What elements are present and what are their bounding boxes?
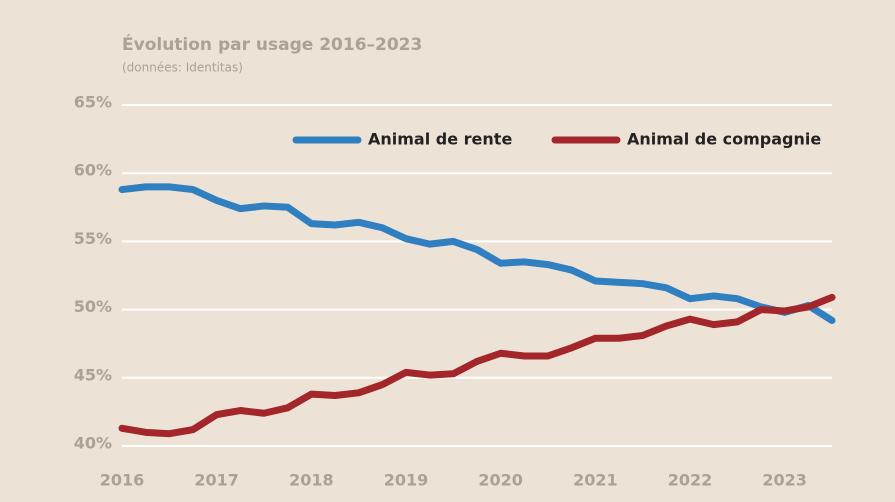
legend-label: Animal de compagnie xyxy=(627,130,821,149)
x-tick-label: 2020 xyxy=(478,471,523,490)
x-tick-label: 2018 xyxy=(289,471,334,490)
chart-title: Évolution par usage 2016–2023 xyxy=(122,33,422,55)
x-tick-label: 2023 xyxy=(762,471,807,490)
x-tick-label: 2021 xyxy=(573,471,618,490)
x-tick-label: 2017 xyxy=(194,471,239,490)
x-tick-label: 2016 xyxy=(100,471,145,490)
series-line xyxy=(118,183,836,325)
x-tick-label: 2022 xyxy=(668,471,713,490)
chart-subtitle: (données: Identitas) xyxy=(122,61,243,75)
x-tick-label: 2019 xyxy=(384,471,429,490)
y-tick-label: 60% xyxy=(74,161,112,180)
y-tick-label: 40% xyxy=(74,434,112,453)
y-tick-label: 65% xyxy=(74,93,112,112)
y-tick-label: 45% xyxy=(74,365,112,384)
series-line xyxy=(118,293,836,438)
legend-label: Animal de rente xyxy=(368,130,512,149)
y-tick-label: 55% xyxy=(74,229,112,248)
y-tick-label: 50% xyxy=(74,297,112,316)
